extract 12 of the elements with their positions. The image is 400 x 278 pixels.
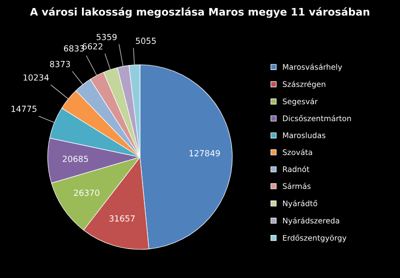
chart-title: A városi lakosság megoszlása Maros megye 11 városában [30, 7, 370, 18]
data-label: 31657 [110, 215, 135, 222]
data-label: 6622 [82, 43, 102, 50]
data-label: 26370 [74, 190, 100, 196]
data-label: 20685 [62, 156, 88, 162]
data-label: 5359 [96, 34, 117, 40]
data-label: 8373 [50, 60, 70, 68]
data-label: 14775 [12, 106, 36, 112]
data-label: 127849 [190, 150, 220, 156]
data-label: 5055 [136, 38, 156, 44]
data-label: 10234 [24, 74, 49, 81]
data-label: 6833 [64, 45, 84, 52]
